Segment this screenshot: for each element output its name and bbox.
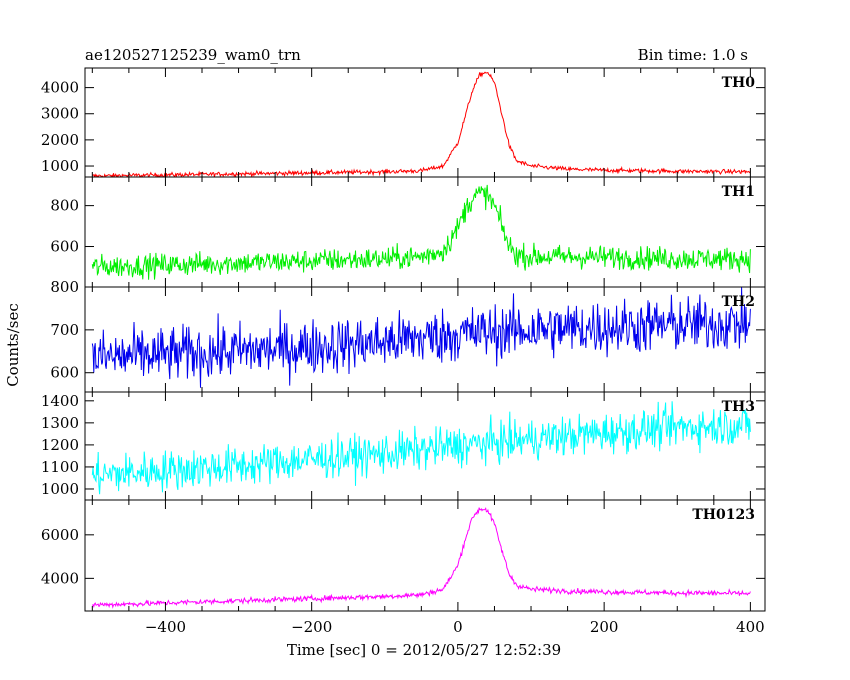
x-tick-label: −400 xyxy=(145,618,186,636)
panel-th0: 1000 2000 3000 4000 TH0 xyxy=(41,67,766,178)
chart-title: ae120527125239_wam0_trn xyxy=(85,46,301,64)
x-tick-label: 0 xyxy=(453,618,463,636)
y-tick-label: 6000 xyxy=(41,526,79,544)
y-tick-label: 4000 xyxy=(41,569,79,587)
series-line-th0 xyxy=(92,71,751,177)
series-line-th1 xyxy=(91,184,751,280)
panels-group: 1000 2000 3000 4000 TH0 600 800 TH1 600 700 800 TH2… xyxy=(41,67,766,612)
x-tick-label: 400 xyxy=(736,618,765,636)
y-tick-label: 600 xyxy=(50,364,79,382)
x-tick-labels: −400 −200 0 200 400 xyxy=(145,618,765,636)
panel-frame xyxy=(84,67,766,178)
x-tick-label: −200 xyxy=(291,618,332,636)
y-tick-label: 700 xyxy=(50,321,79,339)
panel-label-th0123: TH0123 xyxy=(692,507,755,523)
y-tick-label: 800 xyxy=(50,197,79,215)
y-tick-label: 2000 xyxy=(41,131,79,149)
panel-frame xyxy=(84,499,766,612)
y-axis-label: Counts/sec xyxy=(4,303,22,387)
y-tick-label: 1200 xyxy=(41,436,79,454)
panel-label-th0: TH0 xyxy=(722,75,756,91)
y-tick-label: 3000 xyxy=(41,105,79,123)
panel-th3: 1000 1100 1200 1300 1400 TH3 xyxy=(41,391,766,501)
series-line-th2 xyxy=(91,287,751,388)
y-tick-label: 1000 xyxy=(41,480,79,498)
y-tick-label: 600 xyxy=(50,238,79,256)
series-line-th3 xyxy=(91,401,751,495)
panel-label-th2: TH2 xyxy=(722,294,755,310)
series-line-th0123 xyxy=(91,507,751,609)
y-tick-label: 1400 xyxy=(41,392,79,410)
panel-th1: 600 800 TH1 xyxy=(50,176,766,288)
panel-label-th3: TH3 xyxy=(722,399,755,415)
x-tick-label: 200 xyxy=(590,618,619,636)
y-tick-label: 1100 xyxy=(41,458,79,476)
y-tick-label: 800 xyxy=(50,278,79,296)
panel-label-th1: TH1 xyxy=(722,184,755,200)
panel-th2: 600 700 800 TH2 xyxy=(50,278,766,393)
y-tick-label: 1300 xyxy=(41,414,79,432)
x-axis-label: Time [sec] 0 = 2012/05/27 12:52:39 xyxy=(287,641,561,659)
y-tick-label: 4000 xyxy=(41,79,79,97)
y-tick-label: 1000 xyxy=(41,157,79,175)
panel-th0123: 4000 6000 TH0123 xyxy=(41,499,766,612)
bin-time-label: Bin time: 1.0 s xyxy=(638,46,748,64)
